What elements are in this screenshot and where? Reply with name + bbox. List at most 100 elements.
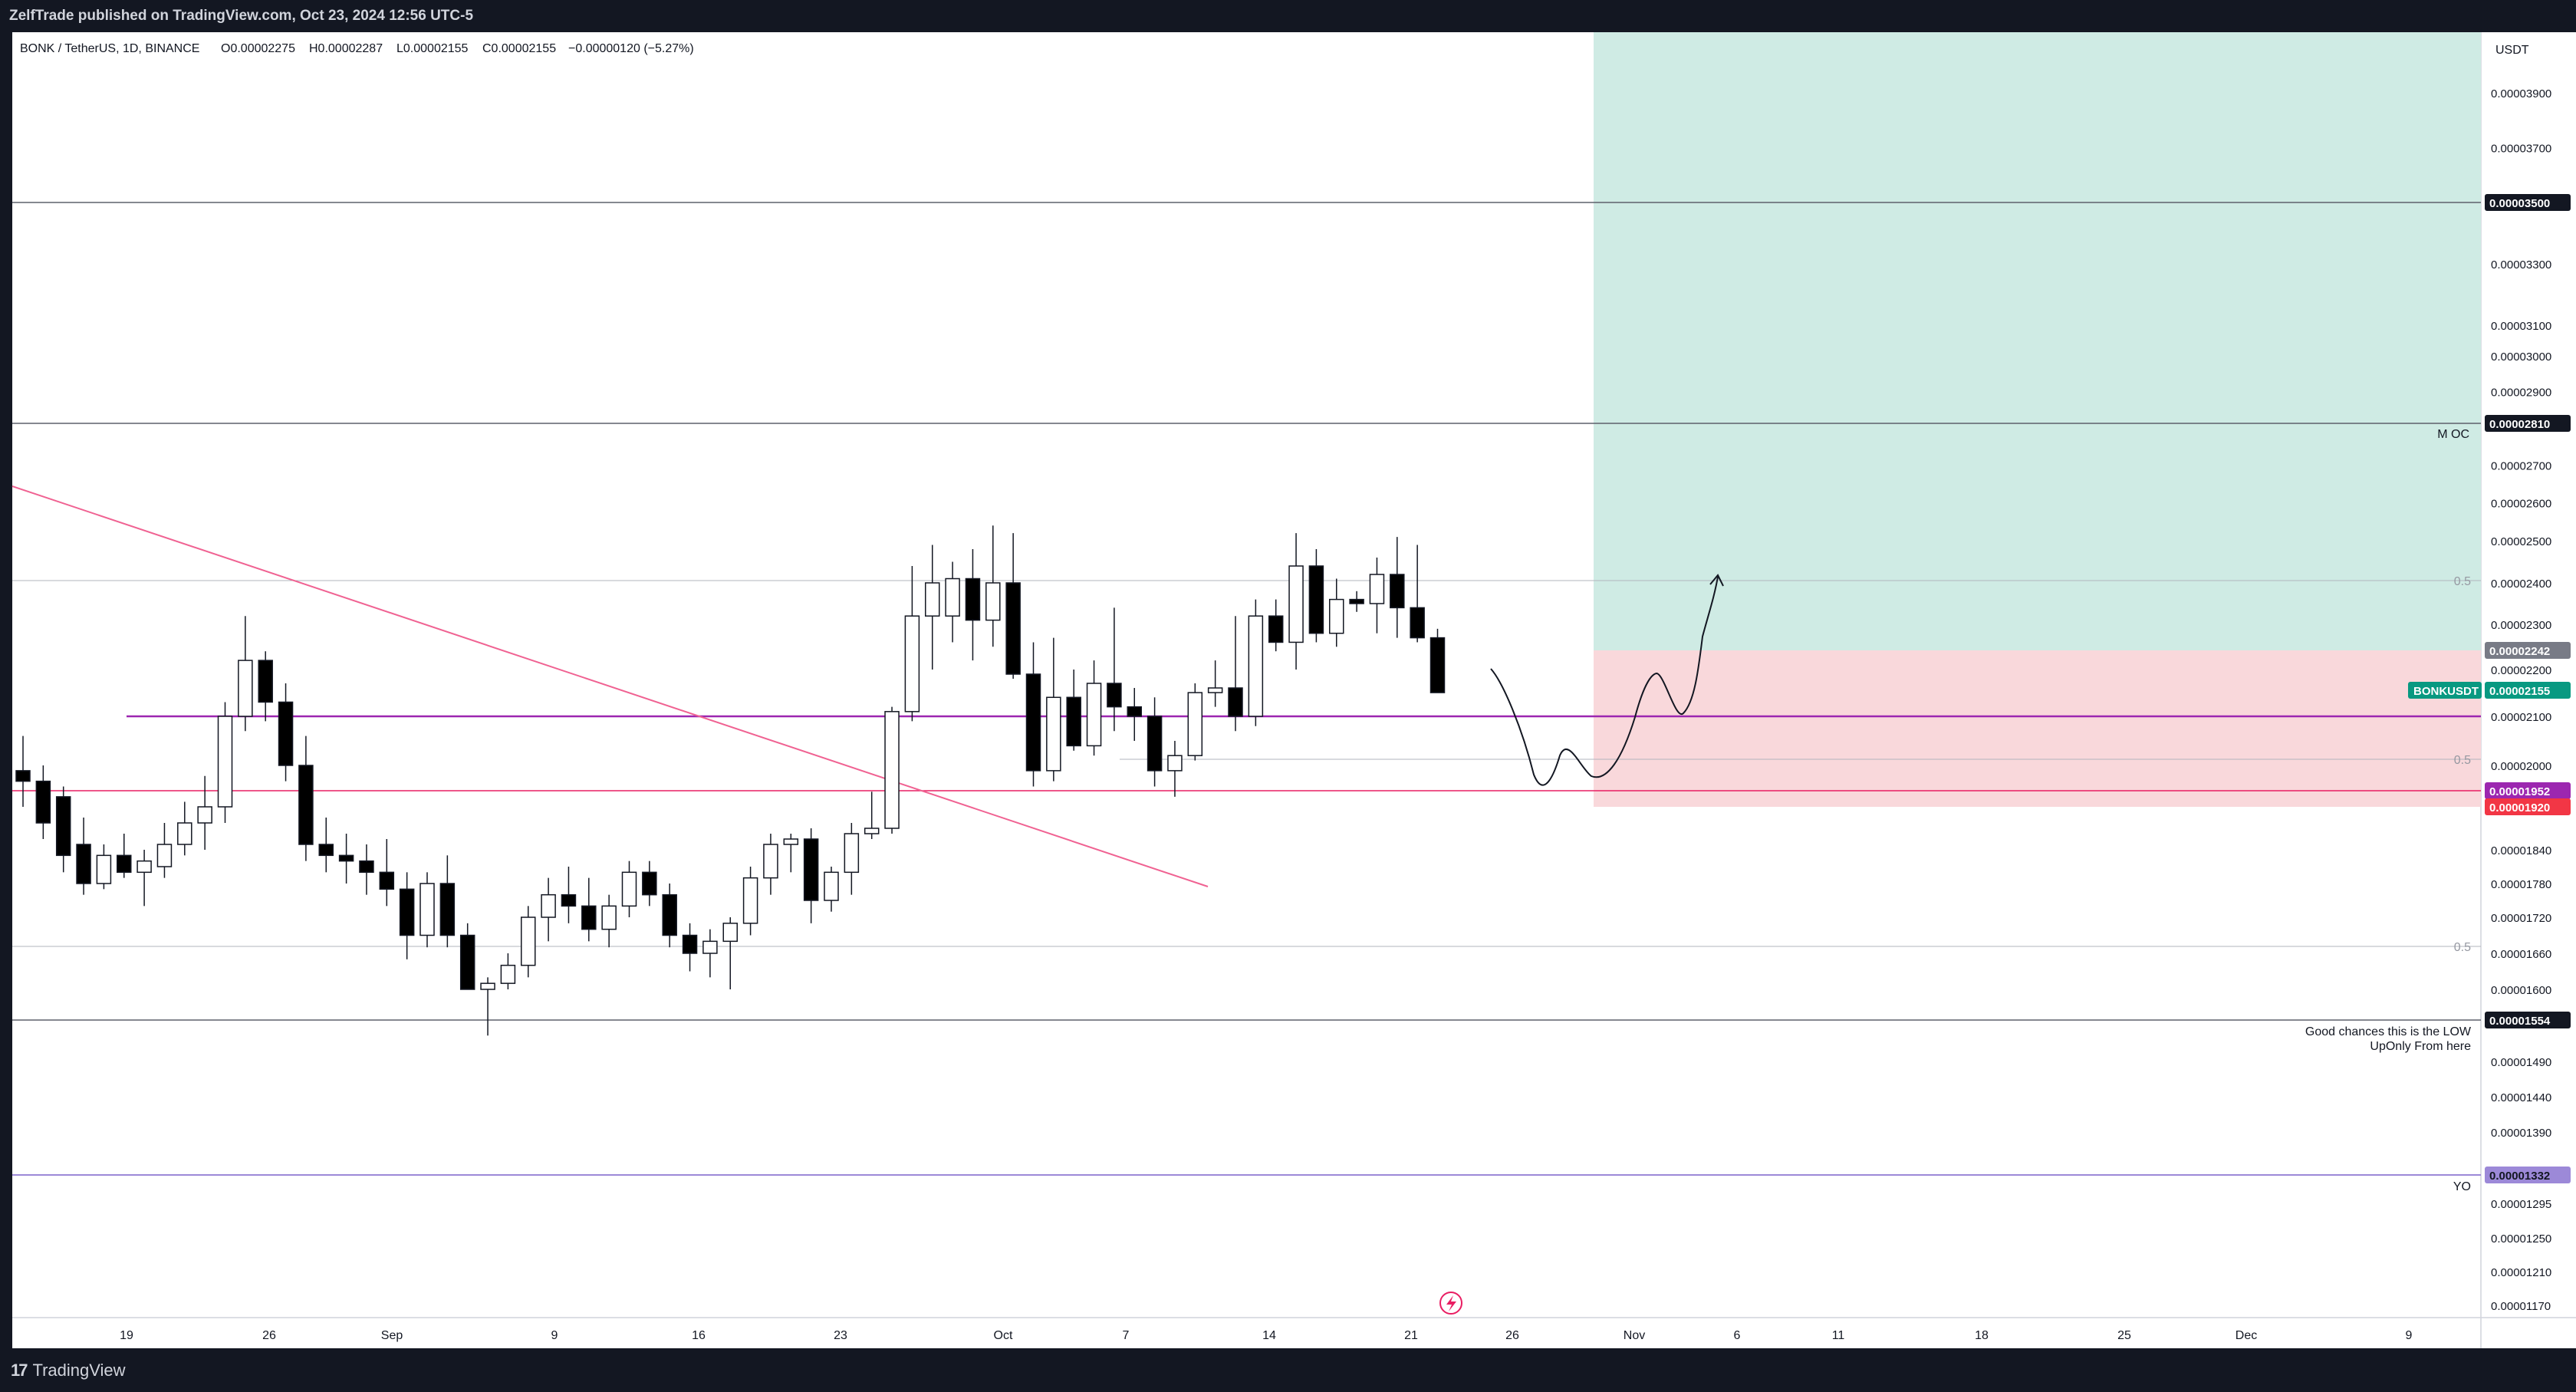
candle[interactable] (55, 786, 71, 873)
candle[interactable] (1025, 642, 1041, 787)
descending-trendline[interactable] (12, 485, 1209, 887)
candle[interactable] (1349, 591, 1364, 612)
candle[interactable] (541, 877, 556, 942)
candle[interactable] (298, 735, 314, 861)
candle[interactable] (702, 929, 718, 978)
candle[interactable] (359, 844, 374, 895)
publisher-credit: ZelfTrade published on TradingView.com, … (9, 8, 474, 24)
candle[interactable] (238, 616, 253, 732)
candle[interactable] (96, 844, 112, 890)
candle[interactable] (197, 775, 212, 850)
candle[interactable] (177, 801, 192, 856)
candle[interactable] (338, 834, 354, 884)
candle[interactable] (985, 525, 1001, 647)
candle[interactable] (722, 917, 738, 989)
candle[interactable] (399, 872, 415, 959)
candle[interactable] (965, 549, 981, 661)
candle[interactable] (419, 872, 435, 948)
candle[interactable] (15, 735, 31, 807)
candle-body-bear (439, 883, 456, 936)
candle[interactable] (682, 923, 698, 972)
price-tag-value: 0.00002810 (2489, 418, 2550, 431)
candle[interactable] (318, 818, 334, 873)
price-tag-bg (2485, 682, 2571, 699)
price-tag[interactable]: 0.00001952 (2485, 782, 2571, 799)
candle[interactable] (258, 651, 273, 722)
price-axis-panel[interactable] (2481, 32, 2576, 1318)
candle[interactable] (763, 834, 778, 895)
tradingview-brand[interactable]: 17 TradingView (11, 1361, 126, 1380)
price-tag-bg (2485, 1012, 2571, 1028)
price-tag[interactable]: 0.00002242 (2485, 642, 2571, 659)
candle[interactable] (581, 877, 597, 942)
candle[interactable] (217, 702, 233, 823)
price-tag[interactable]: 0.00002155 BONKUSDT (2408, 682, 2571, 699)
candle[interactable] (662, 884, 677, 948)
candle[interactable] (864, 791, 880, 839)
candle[interactable] (1107, 607, 1122, 732)
candle[interactable] (945, 561, 960, 643)
candle[interactable] (1066, 670, 1081, 751)
candle[interactable] (1288, 533, 1304, 670)
candle[interactable] (904, 566, 920, 722)
candle[interactable] (1369, 558, 1385, 633)
candle[interactable] (844, 823, 860, 895)
candle[interactable] (884, 706, 900, 834)
candle[interactable] (1207, 660, 1223, 707)
candle[interactable] (824, 867, 839, 912)
candle[interactable] (742, 867, 758, 936)
price-tag[interactable]: 0.00001332 (2485, 1167, 2571, 1183)
price-tag-value: 0.00002155 (2489, 685, 2550, 698)
price-tag[interactable]: 0.00001920 (2485, 798, 2571, 815)
candle[interactable] (459, 923, 475, 990)
candle[interactable] (1147, 697, 1163, 787)
candle[interactable] (1005, 533, 1021, 679)
candle[interactable] (642, 861, 657, 907)
candle[interactable] (1429, 628, 1446, 693)
candle[interactable] (480, 977, 495, 1036)
price-axis-label: 0.00001170 (2491, 1300, 2551, 1313)
candle[interactable] (1308, 549, 1324, 643)
candle[interactable] (1390, 537, 1405, 638)
candle[interactable] (561, 867, 577, 923)
target-zone[interactable] (1594, 32, 2481, 650)
candle[interactable] (500, 953, 516, 989)
price-tag[interactable]: 0.00003500 (2485, 194, 2571, 211)
candle[interactable] (439, 855, 456, 948)
stop-zone[interactable] (1594, 650, 2481, 807)
candle[interactable] (783, 834, 799, 873)
candle[interactable] (35, 765, 51, 839)
projected-path[interactable] (1490, 576, 1719, 786)
candle[interactable] (1410, 545, 1425, 643)
time-axis-panel[interactable] (12, 1318, 2576, 1348)
candle[interactable] (803, 828, 819, 923)
candle[interactable] (379, 839, 395, 907)
candle[interactable] (1329, 578, 1344, 647)
candle[interactable] (1187, 683, 1203, 761)
price-tag[interactable]: 0.00002810 (2485, 415, 2571, 432)
candle[interactable] (621, 861, 637, 917)
candle-body-bull (238, 660, 253, 717)
candle[interactable] (1086, 660, 1102, 756)
candle[interactable] (601, 894, 617, 948)
candle[interactable] (1046, 637, 1061, 782)
candle[interactable] (1268, 599, 1284, 652)
price-tag[interactable]: 0.00001554 (2485, 1012, 2571, 1028)
candle[interactable] (278, 683, 294, 782)
candle[interactable] (117, 834, 132, 878)
symbol-info[interactable]: BONK / TetherUS, 1D, BINANCE (20, 42, 199, 55)
candle[interactable] (521, 906, 536, 978)
candle[interactable] (1228, 616, 1243, 732)
price-axis-label: 0.00001490 (2491, 1056, 2551, 1069)
candle-body-bear (117, 854, 132, 874)
candle[interactable] (156, 823, 173, 878)
candle[interactable] (76, 818, 91, 895)
candle[interactable] (925, 545, 940, 670)
candle[interactable] (1167, 741, 1183, 797)
price-axis-label: 0.00002900 (2491, 386, 2551, 399)
currency-label[interactable]: USDT (2495, 44, 2529, 57)
candle[interactable] (1127, 688, 1142, 741)
candle[interactable] (137, 850, 152, 907)
candle[interactable] (1248, 599, 1264, 726)
